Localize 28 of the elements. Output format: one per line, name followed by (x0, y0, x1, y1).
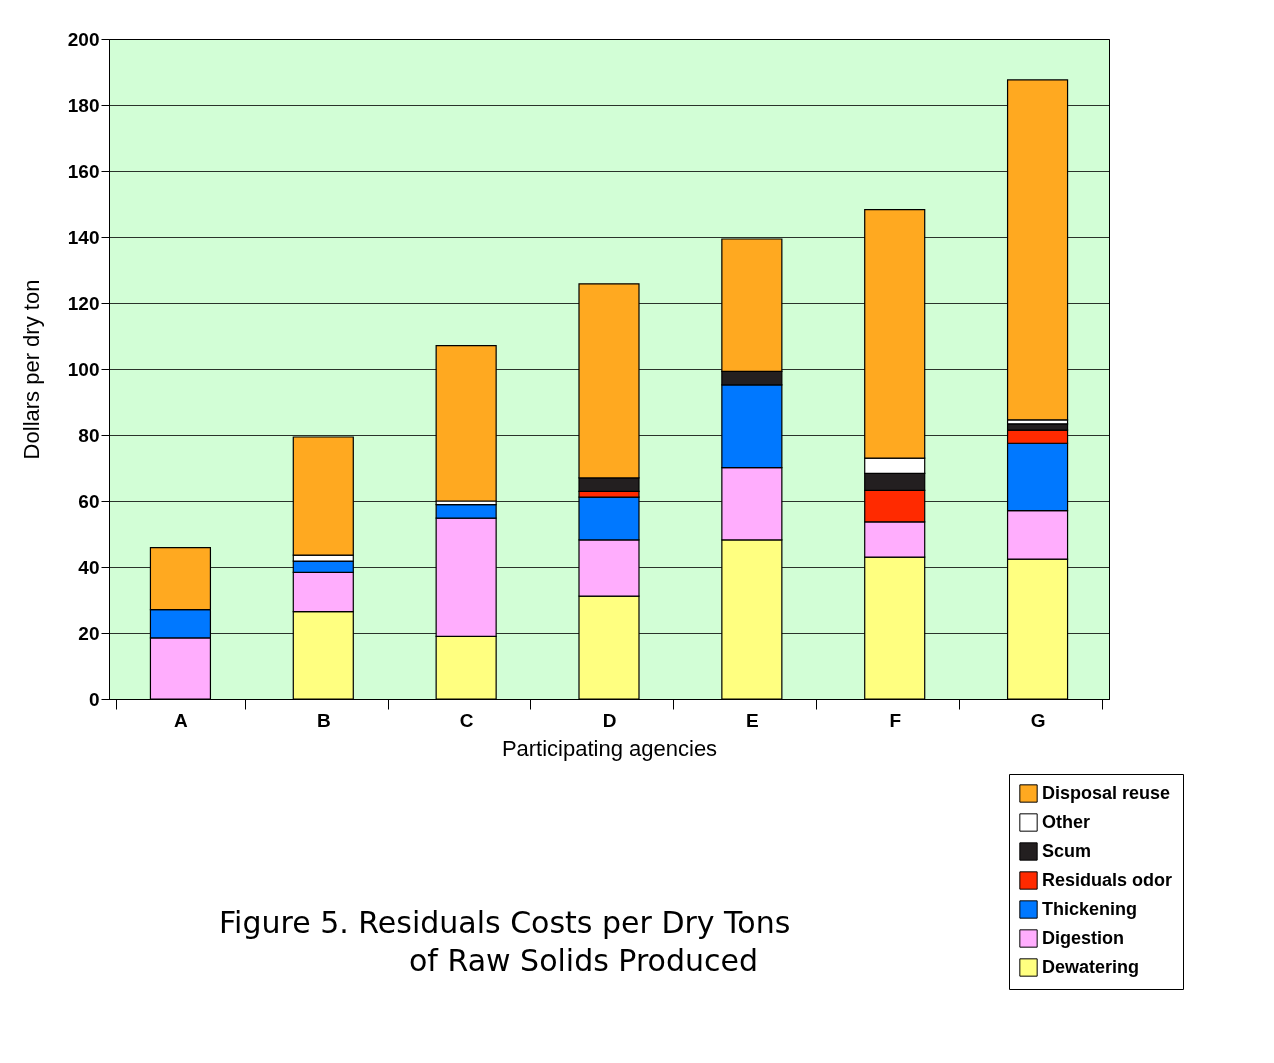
y-tick-label: 0 (88, 688, 100, 710)
y-tick-label: 100 (67, 358, 100, 380)
legend-label: Thickening (1042, 898, 1138, 919)
y-tick-label: 120 (67, 292, 100, 314)
y-tick-label: 160 (67, 160, 100, 182)
y-tick-label: 180 (67, 94, 100, 116)
y-tick-label: 80 (78, 424, 100, 446)
y-tick-label: 200 (67, 28, 100, 50)
legend-label: Scum (1042, 840, 1092, 861)
legend-label: Other (1042, 811, 1091, 832)
y-axis-title: Dollars per dry ton (18, 279, 44, 460)
x-tick-label: E (746, 709, 759, 731)
y-tick-label: 40 (78, 556, 100, 578)
x-tick-label: A (174, 709, 189, 731)
legend-label: Dewatering (1042, 956, 1140, 977)
y-tick-label: 20 (78, 622, 100, 644)
y-tick-label: 60 (78, 490, 100, 512)
text: Figure 5. Residuals Costs per Dry Tons of Raw Solids Produced (219, 905, 791, 978)
x-tick-label: D (602, 709, 617, 731)
y-tick-label: 140 (67, 226, 100, 248)
legend-label: Residuals odor (1042, 869, 1173, 890)
x-tick-label: C (459, 709, 474, 731)
legend-label: Digestion (1042, 927, 1125, 948)
x-tick-label: F (889, 709, 902, 731)
x-tick-label: B (316, 709, 331, 731)
x-tick-label: G (1030, 709, 1046, 731)
legend-label: Disposal reuse (1042, 782, 1171, 803)
x-axis-title: Participating agencies (501, 735, 718, 761)
